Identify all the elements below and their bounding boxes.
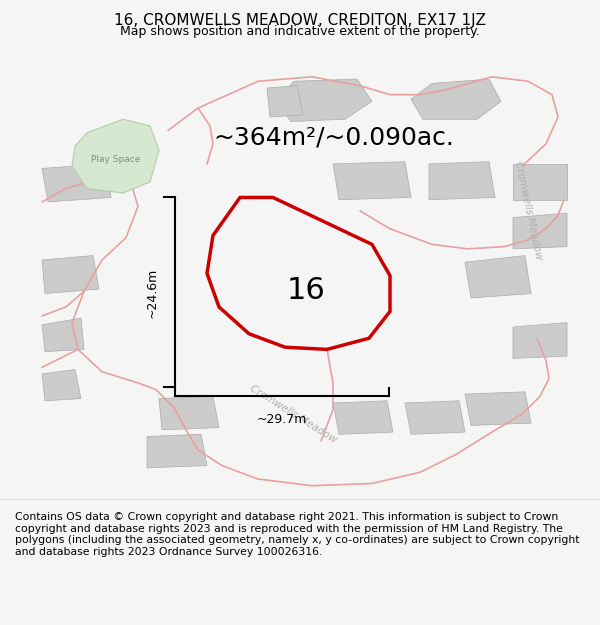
Polygon shape (42, 164, 111, 202)
Polygon shape (411, 79, 501, 119)
Text: 16: 16 (287, 276, 326, 306)
Text: Map shows position and indicative extent of the property.: Map shows position and indicative extent… (120, 24, 480, 38)
Polygon shape (513, 164, 567, 200)
Text: ~29.7m: ~29.7m (257, 413, 307, 426)
Polygon shape (207, 198, 390, 349)
Polygon shape (72, 119, 159, 193)
Text: Cromwells Meadow: Cromwells Meadow (512, 161, 544, 261)
Polygon shape (42, 256, 99, 294)
Polygon shape (465, 256, 531, 298)
Polygon shape (42, 318, 84, 352)
Polygon shape (513, 322, 567, 358)
Polygon shape (465, 392, 531, 426)
Text: ~364m²/~0.090ac.: ~364m²/~0.090ac. (213, 125, 454, 149)
Polygon shape (405, 401, 465, 434)
Text: ~24.6m: ~24.6m (145, 268, 158, 318)
Polygon shape (267, 86, 303, 117)
Polygon shape (147, 434, 207, 468)
Polygon shape (333, 401, 393, 434)
Text: 16, CROMWELLS MEADOW, CREDITON, EX17 1JZ: 16, CROMWELLS MEADOW, CREDITON, EX17 1JZ (114, 12, 486, 28)
Text: Cromwells Meadow: Cromwells Meadow (248, 383, 338, 445)
Text: Contains OS data © Crown copyright and database right 2021. This information is : Contains OS data © Crown copyright and d… (15, 512, 580, 557)
Polygon shape (513, 213, 567, 249)
Polygon shape (429, 162, 495, 200)
Polygon shape (159, 396, 219, 430)
Polygon shape (42, 369, 81, 401)
Polygon shape (276, 79, 372, 121)
Polygon shape (333, 162, 411, 200)
Text: Play Space: Play Space (91, 155, 140, 164)
